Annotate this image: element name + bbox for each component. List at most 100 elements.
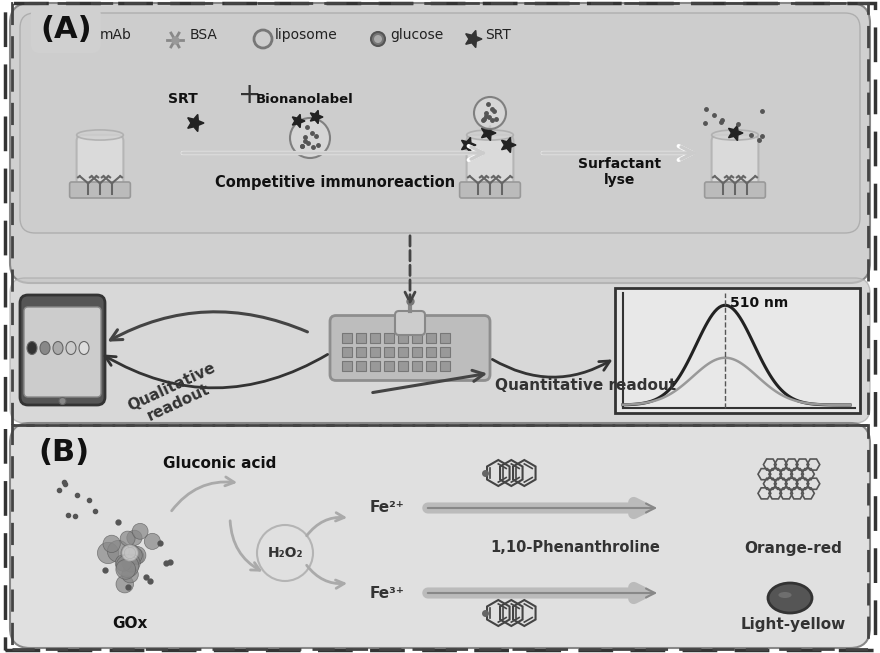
Ellipse shape	[53, 342, 63, 355]
Polygon shape	[187, 114, 204, 131]
Circle shape	[116, 560, 136, 579]
Circle shape	[98, 543, 119, 564]
Circle shape	[124, 547, 136, 558]
Text: glucose: glucose	[390, 28, 444, 42]
Bar	[384, 347, 394, 357]
Text: SRT: SRT	[485, 28, 511, 42]
Text: Fe³⁺: Fe³⁺	[370, 586, 405, 601]
Text: Orange-red: Orange-red	[744, 541, 842, 556]
FancyBboxPatch shape	[459, 182, 520, 198]
Polygon shape	[461, 137, 476, 153]
FancyBboxPatch shape	[705, 182, 766, 198]
Ellipse shape	[466, 130, 513, 140]
Bar	[426, 360, 436, 370]
Text: 1,10-Phenanthroline: 1,10-Phenanthroline	[490, 541, 660, 556]
Bar	[412, 332, 422, 343]
FancyBboxPatch shape	[712, 135, 759, 186]
Bar	[412, 360, 422, 370]
Bar	[440, 360, 450, 370]
Circle shape	[125, 547, 143, 564]
Bar	[356, 332, 366, 343]
Circle shape	[121, 531, 136, 546]
Text: Gluconic acid: Gluconic acid	[164, 456, 276, 471]
Text: liposome: liposome	[275, 28, 338, 42]
Circle shape	[121, 546, 135, 560]
Polygon shape	[292, 114, 305, 127]
Text: 510 nm: 510 nm	[730, 296, 788, 310]
Ellipse shape	[779, 592, 792, 598]
Ellipse shape	[27, 342, 37, 355]
Bar	[398, 360, 408, 370]
FancyBboxPatch shape	[77, 135, 123, 186]
Bar	[342, 347, 352, 357]
Circle shape	[371, 32, 385, 46]
Text: SRT: SRT	[168, 92, 198, 106]
Text: Light-yellow: Light-yellow	[740, 618, 846, 633]
Circle shape	[116, 575, 134, 593]
Polygon shape	[481, 125, 496, 140]
Polygon shape	[311, 110, 323, 123]
Text: GOx: GOx	[113, 616, 148, 631]
Text: Competitive immunoreaction: Competitive immunoreaction	[215, 176, 455, 191]
Circle shape	[115, 555, 132, 571]
Text: (A): (A)	[40, 15, 92, 44]
Text: BSA: BSA	[190, 28, 218, 42]
Text: Fe²⁺: Fe²⁺	[370, 500, 405, 515]
FancyBboxPatch shape	[70, 182, 130, 198]
Circle shape	[144, 534, 160, 549]
Bar	[440, 332, 450, 343]
Circle shape	[59, 398, 66, 404]
Text: +: +	[238, 81, 261, 109]
Circle shape	[116, 555, 139, 577]
Text: Qualitative
readout: Qualitative readout	[125, 360, 225, 430]
Bar	[370, 360, 380, 370]
FancyBboxPatch shape	[330, 315, 490, 381]
Bar	[398, 347, 408, 357]
Ellipse shape	[712, 130, 759, 140]
FancyBboxPatch shape	[24, 307, 101, 397]
FancyBboxPatch shape	[20, 295, 105, 405]
Bar	[356, 347, 366, 357]
Circle shape	[132, 523, 148, 539]
Bar	[384, 360, 394, 370]
Bar	[370, 347, 380, 357]
FancyBboxPatch shape	[10, 3, 870, 283]
Circle shape	[122, 554, 140, 572]
Bar	[342, 332, 352, 343]
Text: Quantitative readout: Quantitative readout	[495, 377, 676, 392]
Polygon shape	[729, 125, 743, 140]
FancyBboxPatch shape	[10, 423, 870, 648]
Text: H₂O₂: H₂O₂	[268, 546, 303, 560]
Ellipse shape	[768, 583, 812, 613]
Circle shape	[103, 535, 121, 552]
FancyBboxPatch shape	[466, 135, 513, 186]
Ellipse shape	[79, 342, 89, 355]
Text: (B): (B)	[38, 438, 89, 467]
Bar	[426, 347, 436, 357]
Circle shape	[128, 547, 146, 564]
Circle shape	[121, 544, 140, 562]
Circle shape	[290, 118, 330, 158]
Text: mAb: mAb	[100, 28, 132, 42]
Bar	[426, 332, 436, 343]
Ellipse shape	[77, 130, 123, 140]
Circle shape	[374, 35, 382, 43]
FancyBboxPatch shape	[20, 13, 860, 233]
Bar	[440, 347, 450, 357]
Ellipse shape	[66, 342, 76, 355]
Polygon shape	[502, 137, 516, 153]
Bar	[384, 332, 394, 343]
Text: Surfactant
lyse: Surfactant lyse	[578, 157, 662, 187]
Bar	[370, 332, 380, 343]
FancyBboxPatch shape	[10, 278, 870, 423]
Bar	[398, 332, 408, 343]
Circle shape	[128, 549, 144, 565]
Text: Bionanolabel: Bionanolabel	[256, 93, 354, 106]
FancyBboxPatch shape	[395, 311, 425, 335]
Circle shape	[107, 541, 129, 562]
Bar	[412, 347, 422, 357]
Circle shape	[121, 566, 138, 583]
Circle shape	[474, 97, 506, 129]
Circle shape	[257, 525, 313, 581]
Circle shape	[121, 545, 136, 558]
